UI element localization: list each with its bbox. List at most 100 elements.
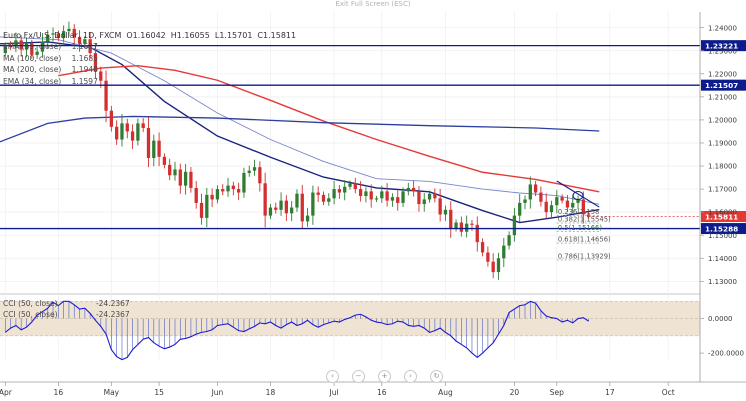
candle-bullish: [173, 169, 177, 176]
time-tick-label: Apr: [0, 388, 13, 397]
candle-bearish: [438, 198, 442, 215]
time-tick-label: Oct: [662, 388, 675, 397]
low-value: L1.15701: [214, 31, 253, 40]
time-tick-label: Sep: [550, 388, 564, 397]
candle-bullish: [24, 43, 29, 50]
legend-item-ema34[interactable]: EMA (34, close) 1.1597: [3, 76, 98, 86]
fib-level-label: 0.236(1.158: [558, 208, 600, 216]
candle-bullish: [35, 51, 39, 55]
cci-legend-item[interactable]: CCI (50, close) -24.2367: [3, 310, 130, 320]
candle-bearish: [274, 207, 278, 210]
candle-bullish: [401, 191, 405, 203]
time-tick-label: Jun: [211, 388, 224, 397]
candle-bearish: [586, 214, 591, 217]
candle-bearish: [560, 197, 564, 201]
candle-bearish: [300, 193, 304, 222]
candle-bearish: [491, 261, 495, 273]
cci-tick-label: 0.0000: [708, 315, 733, 323]
candle-bullish: [67, 28, 71, 32]
level-badge: [701, 79, 746, 91]
candle-bearish: [417, 191, 421, 205]
price-axis[interactable]: 1.13000 1.14000 1.15000 1.16000 1.17000 1.180…: [699, 12, 744, 382]
symbol-title: Euro Fx/U.S. Dollar, 1D, FXCM: [3, 31, 122, 40]
candle-bullish: [364, 191, 368, 197]
price-tick-label: 1.13000: [708, 278, 737, 286]
candle-bullish: [120, 123, 124, 140]
scroll-right-icon[interactable]: ›: [404, 370, 417, 383]
exit-fullscreen-button[interactable]: Exit Full Screen (ESC): [335, 0, 411, 8]
candle-bullish: [279, 200, 283, 210]
candle-bullish: [40, 41, 45, 52]
candle-bullish: [406, 187, 410, 192]
candle-bearish: [321, 194, 326, 202]
candle-bullish: [465, 223, 469, 232]
candle-bearish: [109, 110, 114, 127]
candle-bearish: [533, 184, 538, 193]
price-tick-label: 1.21000: [708, 93, 737, 101]
candle-bearish: [385, 191, 389, 201]
zoom-in-icon[interactable]: +: [378, 370, 391, 383]
time-axis[interactable]: Apr 16 May 15 Jun 18 Jul 16 Aug 20 Sep 17 Oct: [0, 381, 746, 397]
candle-bearish: [236, 189, 241, 193]
reset-icon[interactable]: ↻: [430, 370, 443, 383]
candle-bearish: [199, 202, 204, 218]
candle-bullish: [215, 189, 220, 200]
candle-bullish: [512, 215, 517, 236]
price-tick-label: 1.14000: [708, 255, 737, 263]
candle-bearish: [337, 189, 342, 193]
candle-bearish: [544, 201, 548, 213]
moving-average-line: [0, 36, 600, 205]
legend-item-ema55[interactable]: EMA (55, close) 1.1627: [3, 42, 98, 52]
candle-bearish: [19, 40, 23, 50]
candle-bearish: [115, 126, 119, 140]
candle-bearish: [316, 192, 320, 195]
moving-average-line: [58, 65, 600, 193]
candle-bullish: [3, 45, 7, 54]
candle-bearish: [396, 197, 400, 203]
candle-bullish: [226, 185, 230, 192]
cci-legend-item[interactable]: CCI (50, close) -24.2367: [3, 299, 130, 308]
candle-bullish: [502, 245, 506, 259]
candle-bearish: [369, 191, 373, 200]
candle-bullish: [348, 183, 352, 187]
time-tick-label: 20: [510, 388, 520, 397]
candle-bullish: [268, 207, 273, 216]
scroll-left-icon[interactable]: ‹: [326, 370, 339, 383]
trendline: [556, 180, 600, 208]
candle-bearish: [581, 199, 585, 215]
candle-bearish: [178, 169, 182, 186]
price-tick-label: 1.19000: [708, 140, 737, 148]
candle-bearish: [189, 171, 193, 188]
candle-bearish: [104, 80, 108, 111]
candle-bullish: [290, 207, 294, 214]
level-badge: [701, 223, 746, 235]
time-tick-label: 18: [266, 388, 276, 397]
legend-item-ma100[interactable]: MA (100, close) 1.1685: [3, 53, 98, 63]
candle-bullish: [242, 172, 246, 193]
time-tick-label: Aug: [438, 388, 453, 397]
cci-tick-label: -200.0000: [708, 350, 744, 358]
candle-bullish: [380, 191, 384, 199]
price-tick-label: 1.24000: [708, 24, 737, 32]
candle-bullish: [83, 39, 87, 44]
candle-bullish: [332, 189, 336, 199]
candle-bearish: [486, 252, 490, 262]
candle-bullish: [305, 215, 310, 222]
candle-bullish: [51, 33, 55, 35]
candle-bullish: [427, 193, 432, 200]
legend-item-ma200[interactable]: MA (200, close) 1.1948: [3, 65, 98, 75]
candle-bearish: [258, 167, 262, 184]
candle-bearish: [168, 164, 172, 176]
level-badge: [701, 40, 746, 52]
candle-bearish: [221, 189, 225, 192]
open-value: O1.16042: [126, 31, 166, 40]
zoom-out-icon[interactable]: −: [352, 370, 365, 383]
candle-bullish: [443, 209, 448, 215]
level-badge-label: 1.21507: [705, 81, 738, 90]
fib-level-label: 0.618(1.14656): [558, 236, 611, 244]
time-tick-label: 16: [54, 388, 64, 397]
candle-bullish: [205, 194, 209, 218]
candle-bullish: [295, 193, 299, 208]
